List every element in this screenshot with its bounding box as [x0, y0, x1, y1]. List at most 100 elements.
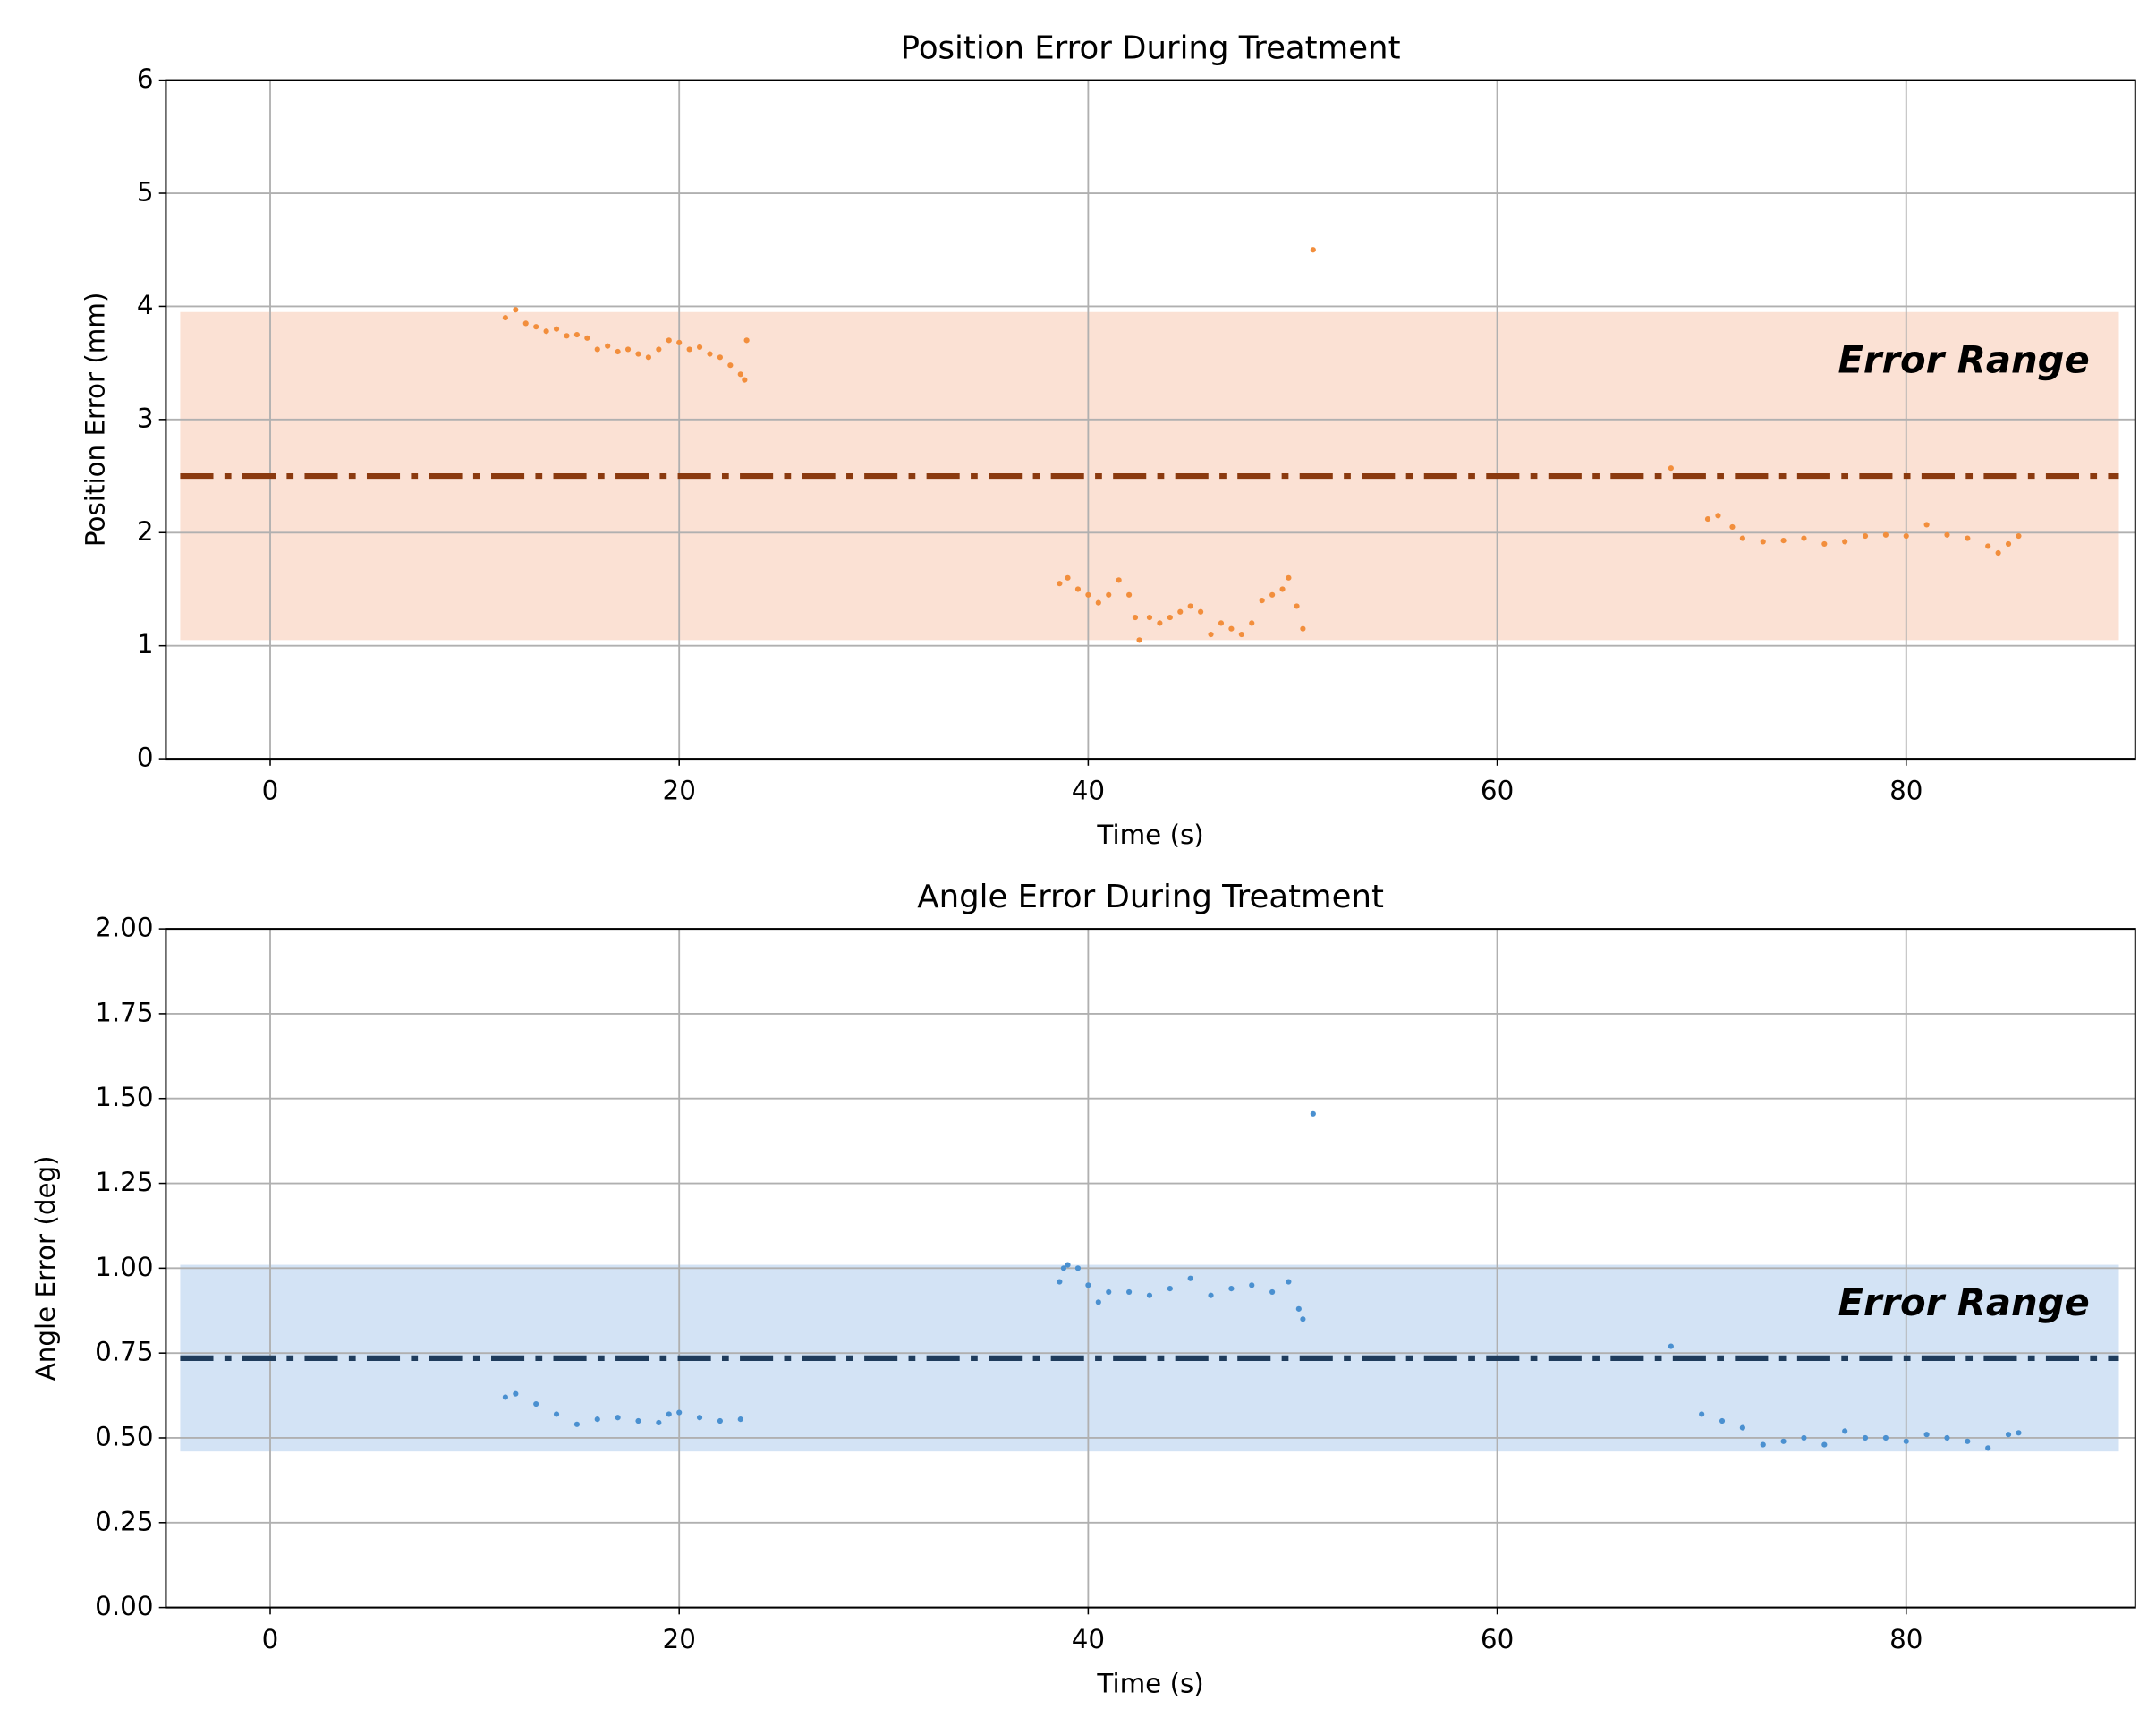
- data-point: [2016, 1430, 2022, 1436]
- data-point: [1208, 1292, 1214, 1298]
- data-point: [615, 1415, 621, 1421]
- data-point: [717, 1417, 724, 1424]
- x-tick-label: 60: [1481, 1624, 1514, 1654]
- data-point: [645, 354, 651, 361]
- data-point: [1903, 532, 1909, 540]
- data-point: [1310, 1110, 1316, 1117]
- y-tick-label: 5: [137, 177, 154, 208]
- data-point: [1295, 1305, 1302, 1312]
- data-point: [1146, 614, 1153, 621]
- data-point: [737, 1416, 743, 1423]
- y-tick-label: 1.75: [95, 997, 153, 1027]
- y-tick-label: 1: [137, 629, 154, 659]
- data-point: [1074, 586, 1082, 592]
- data-point: [1057, 1279, 1063, 1285]
- data-point: [1985, 543, 1991, 549]
- data-point: [656, 346, 662, 353]
- data-point: [564, 333, 570, 339]
- data-point: [1842, 539, 1848, 545]
- data-point: [1065, 574, 1071, 581]
- data-point: [553, 326, 560, 332]
- data-point: [1228, 625, 1235, 632]
- x-tick-label: 80: [1889, 776, 1923, 806]
- data-point: [1132, 614, 1139, 621]
- data-point: [1249, 1282, 1255, 1288]
- data-point: [573, 1421, 580, 1427]
- data-point: [1780, 538, 1787, 544]
- data-point: [1923, 1432, 1930, 1438]
- data-point: [1965, 535, 1971, 541]
- data-point: [1719, 1417, 1726, 1424]
- plot-frame: [165, 79, 2136, 761]
- data-point: [1116, 577, 1122, 583]
- data-point: [1065, 1262, 1071, 1268]
- data-point: [1279, 586, 1286, 592]
- data-point: [584, 335, 590, 341]
- data-point: [666, 1411, 672, 1417]
- data-point: [1286, 1279, 1292, 1285]
- data-point: [1995, 549, 2001, 557]
- data-point: [635, 351, 641, 357]
- data-point: [1715, 513, 1721, 519]
- data-point: [1218, 620, 1225, 626]
- y-tick-label: 0.25: [95, 1506, 153, 1536]
- data-point: [1300, 1316, 1306, 1322]
- data-point: [1269, 591, 1276, 598]
- data-point: [1157, 620, 1163, 626]
- data-point: [1060, 1265, 1067, 1271]
- y-axis-label: Position Error (mm): [81, 293, 111, 548]
- data-point: [1106, 1288, 1112, 1295]
- data-point: [594, 346, 600, 353]
- y-tick-label: 6: [137, 64, 154, 94]
- data-point: [533, 324, 539, 330]
- x-tick-label: 40: [1072, 776, 1105, 806]
- data-point: [1208, 631, 1214, 638]
- data-point: [1985, 1445, 1991, 1451]
- data-point: [1668, 465, 1674, 472]
- y-tick-label: 1.25: [95, 1167, 153, 1197]
- data-point: [1739, 1424, 1745, 1431]
- y-tick-label: 2.00: [95, 913, 153, 943]
- subplot: 0 20 40 60 80 0.00 0.25 0.50 0.75 1.00 1.25 1.50 1.7…: [30, 879, 2136, 1699]
- data-point: [522, 320, 529, 327]
- x-tick-label: 0: [262, 1624, 279, 1654]
- y-tick-label: 0: [137, 743, 154, 773]
- data-point: [1126, 1288, 1133, 1295]
- x-tick-label: 0: [262, 776, 279, 806]
- data-point: [707, 351, 713, 357]
- data-point: [727, 362, 734, 369]
- data-point: [502, 1394, 508, 1400]
- data-point: [1780, 1438, 1787, 1444]
- y-tick-label: 1.50: [95, 1082, 153, 1112]
- data-point: [605, 343, 611, 349]
- data-point: [742, 377, 748, 383]
- data-point: [1198, 608, 1204, 615]
- x-tick-label: 20: [663, 776, 696, 806]
- data-point: [553, 1411, 560, 1417]
- data-point: [502, 314, 508, 321]
- x-tick-label: 40: [1072, 1624, 1105, 1654]
- data-point: [1862, 1434, 1869, 1441]
- data-point: [1699, 1411, 1705, 1417]
- data-point: [1187, 1275, 1193, 1281]
- y-tick-label: 1.00: [95, 1252, 153, 1282]
- data-point: [1760, 539, 1766, 545]
- data-point: [696, 344, 703, 351]
- data-point: [513, 307, 519, 313]
- data-point: [615, 348, 621, 355]
- annotation: Error Range: [1838, 1280, 2089, 1324]
- data-point: [2005, 540, 2012, 547]
- x-tick-label: 20: [663, 1624, 696, 1654]
- data-point: [656, 1419, 662, 1426]
- x-tick-label: 80: [1889, 1624, 1923, 1654]
- data-point: [1294, 603, 1300, 609]
- data-point: [1259, 598, 1265, 604]
- data-point: [696, 1415, 703, 1421]
- data-point: [717, 354, 724, 361]
- data-point: [1801, 535, 1807, 541]
- x-axis-label: Time (s): [1096, 1669, 1203, 1699]
- data-point: [1862, 532, 1869, 540]
- data-point: [1286, 574, 1292, 581]
- data-point: [737, 371, 743, 378]
- chart-title: Position Error During Treatment: [901, 30, 1401, 67]
